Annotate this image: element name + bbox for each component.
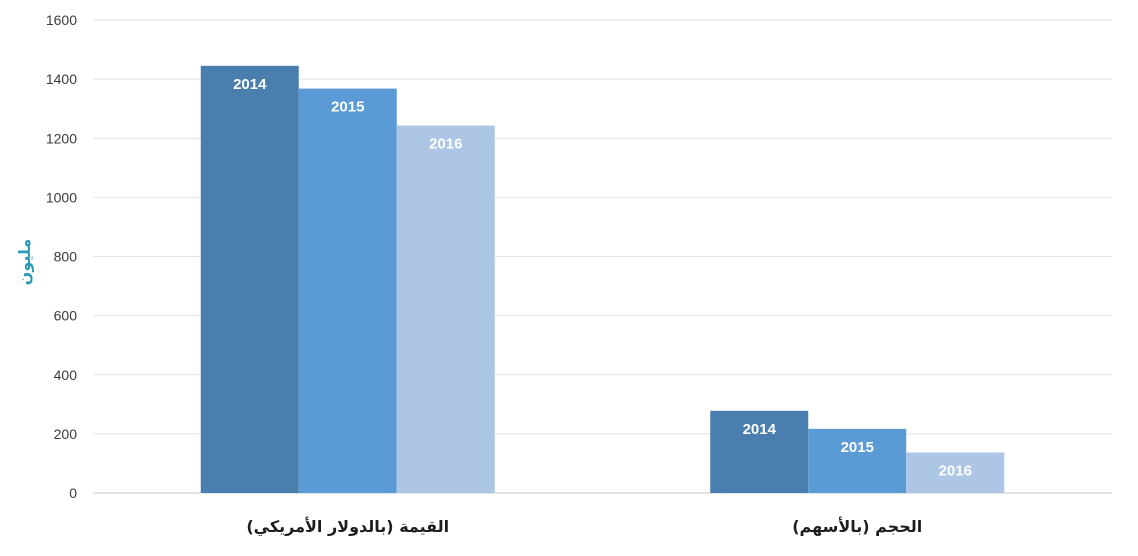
y-axis-label: مليون [15,239,34,286]
data-label-2014-1: 2014 [233,76,267,93]
data-label-2014-2: 2014 [743,421,777,438]
data-label-2015-1: 2015 [331,99,364,116]
y-tick-label: 1600 [46,12,77,28]
data-labels: 2014 2015 2016 2014 2015 2016 [233,76,972,480]
bar-2014-1 [200,65,299,494]
y-tick-label: 200 [54,426,78,442]
bar-2016-1 [396,125,495,494]
x-category-label: الحجم (بالأسهم) [792,517,922,536]
bars [200,65,1005,494]
y-tick-label: 800 [54,249,78,265]
bar-2015-1 [298,88,397,494]
data-label-2016-2: 2016 [939,462,972,479]
data-label-2015-2: 2015 [841,439,874,456]
y-tick-label: 400 [54,367,78,383]
data-label-2016-1: 2016 [429,136,462,153]
y-tick-label: 600 [54,308,78,324]
bar-2014-2 [710,410,809,493]
y-tick-label: 1000 [46,189,77,205]
y-tick-label: 0 [69,485,77,501]
y-tick-label: 1200 [46,130,77,146]
y-axis-ticks: 0 200 400 600 800 1000 1200 1400 1600 [46,12,77,501]
bar-2016-2 [906,452,1005,493]
x-category-label: القيمة (بالدولار الأمريكي) [246,517,449,537]
y-tick-label: 1400 [46,71,77,87]
x-axis-categories: القيمة (بالدولار الأمريكي) الحجم (بالأسهم… [246,517,922,537]
bar-2015-2 [808,428,907,493]
